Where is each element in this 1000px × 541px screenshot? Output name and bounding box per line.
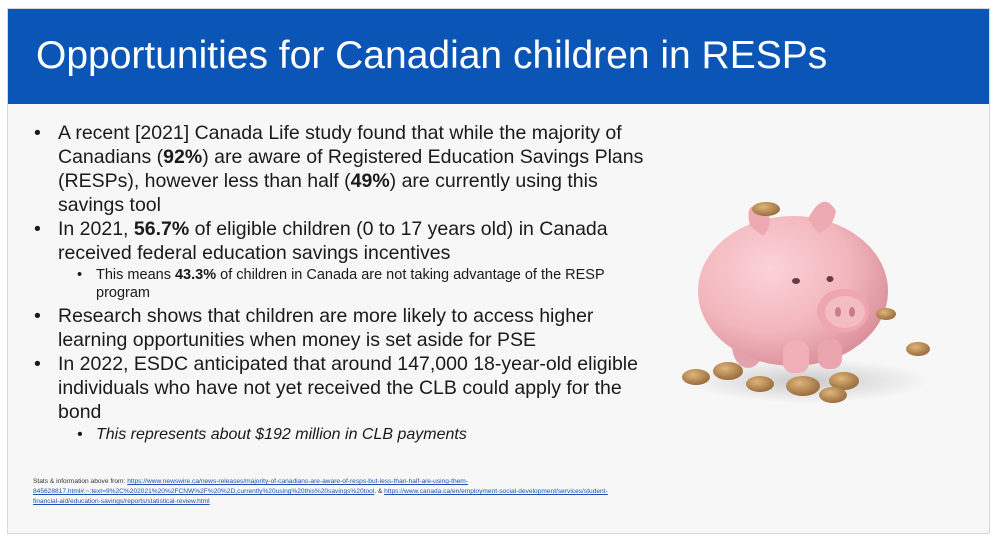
bullet-list: A recent [2021] Canada Life study found … (30, 121, 655, 445)
source-link-newswire[interactable]: https://www.newswire.ca/news-releases/ma… (33, 478, 468, 495)
slide-title: Opportunities for Canadian children in R… (36, 34, 828, 77)
bullet-item: A recent [2021] Canada Life study found … (30, 121, 655, 217)
highlighted-stat: 56.7% (133, 218, 190, 240)
bullet-text: In 2022, ESDC anticipated that around 14… (58, 353, 638, 423)
slide: Opportunities for Canadian children in R… (8, 9, 989, 533)
title-banner: Opportunities for Canadian children in R… (8, 9, 989, 104)
footnote-separator: . & (374, 488, 385, 495)
footnote-prefix: Stats & information above from: (33, 478, 128, 485)
piggy-bank-icon (682, 201, 930, 403)
bullet-item: In 2021, 56.7% of eligible children (0 t… (30, 217, 655, 265)
bullet-text: ) are aware of Registered Education Savi… (58, 146, 644, 192)
bullet-text: of children in Canada are not taking adv… (96, 267, 605, 301)
bullet-text: of eligible children (0 to 17 years old)… (58, 218, 608, 264)
bullet-text: Research shows that children are more li… (58, 305, 594, 351)
slide-content: A recent [2021] Canada Life study found … (30, 121, 655, 447)
highlighted-stat: 92% (163, 146, 203, 168)
highlighted-stat: 49% (350, 170, 390, 192)
source-link-canada-ca[interactable]: https://www.canada.ca/en/employment-soci… (33, 488, 608, 505)
highlighted-stat: 43.3% (174, 267, 217, 283)
source-footnote: Stats & information above from: https://… (33, 477, 613, 507)
bullet-text: This means (96, 267, 175, 283)
bullet-item: In 2022, ESDC anticipated that around 14… (30, 352, 655, 424)
bullet-text: A recent [2021] Canada Life study found … (58, 122, 622, 168)
bullet-text: ) are currently using this savings tool (58, 170, 598, 216)
bullet-text: In 2021, (58, 218, 134, 240)
bullet-text: This represents about $192 million in CL… (96, 426, 467, 443)
sub-bullet-item: This means 43.3% of children in Canada a… (30, 266, 655, 302)
sub-bullet-item: This represents about $192 million in CL… (30, 425, 655, 445)
bullet-item: Research shows that children are more li… (30, 304, 655, 352)
